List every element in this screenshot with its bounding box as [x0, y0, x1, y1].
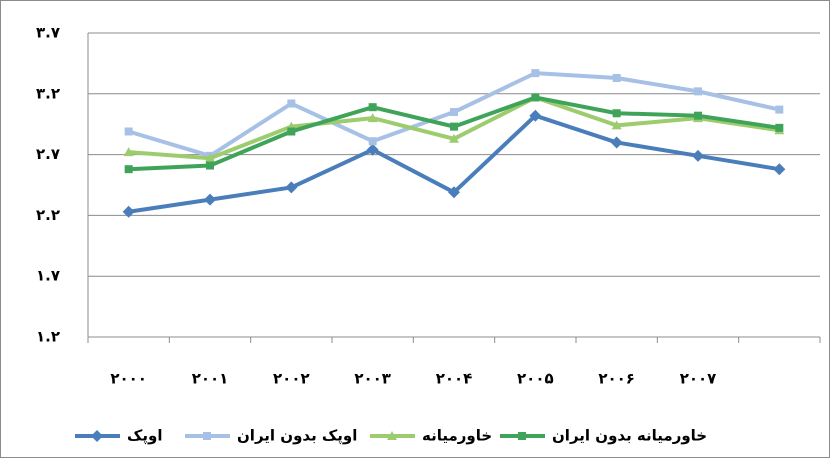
x-tick-label: ۲۰۰۱ [192, 370, 229, 388]
point [613, 109, 621, 117]
y-tick-label: ۲.۲ [36, 206, 60, 224]
x-tick-label: ۲۰۰۲ [273, 370, 310, 388]
point [694, 112, 702, 120]
y-tick-label: ۳.۷ [36, 24, 60, 42]
legend-label: اوپک [127, 427, 162, 446]
point [613, 74, 621, 82]
chart-frame [1, 1, 830, 458]
point [125, 165, 133, 173]
x-tick-label: ۲۰۰۰ [110, 370, 147, 388]
legend-label: خاورمیانه بدون ایران [552, 427, 707, 445]
point [369, 137, 377, 145]
x-tick-label: ۲۰۰۳ [354, 370, 391, 388]
point [531, 93, 539, 101]
point [369, 103, 377, 111]
point [518, 432, 526, 440]
point [450, 123, 458, 131]
y-tick-label: ۱.۷ [36, 267, 60, 285]
y-tick-label: ۲.۷ [36, 145, 60, 163]
point [287, 127, 295, 135]
point [206, 162, 214, 170]
x-tick-label: ۲۰۰۶ [598, 370, 635, 388]
point [203, 432, 211, 440]
y-tick-label: ۳.۲ [36, 84, 60, 102]
point [531, 69, 539, 77]
point [694, 87, 702, 95]
point [450, 108, 458, 116]
point [775, 124, 783, 132]
point [775, 106, 783, 114]
point [125, 127, 133, 135]
legend-label: اوپک بدون ایران [237, 427, 357, 446]
x-tick-label: ۲۰۰۴ [436, 370, 473, 388]
x-tick-label: ۲۰۰۵ [517, 370, 554, 388]
legend-label: خاورمیانه [422, 427, 492, 445]
chart: ۱.۲ ۱.۷ ۲.۲ ۲.۷ ۳.۲ ۳.۷ ۲۰۰۰ ۲۰۰۱ ۲۰۰۲ ۲۰۰۳ ۲۰۰۴ ۲۰… [0, 0, 831, 459]
x-tick-label: ۲۰۰۷ [680, 370, 717, 388]
point [287, 100, 295, 108]
y-tick-label: ۱.۲ [36, 328, 60, 346]
